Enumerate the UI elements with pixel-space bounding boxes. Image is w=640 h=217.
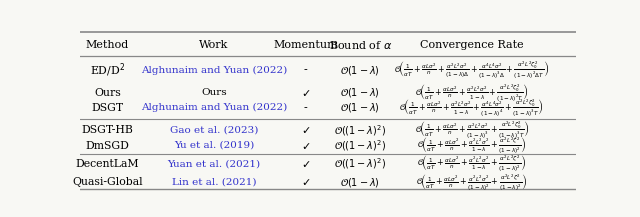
Text: $\mathcal{O}\!\left(\frac{1}{\alpha T}+\frac{\alpha L\sigma^2}{n}+\frac{\alpha^2: $\mathcal{O}\!\left(\frac{1}{\alpha T}+\… bbox=[394, 60, 549, 81]
Text: $\mathcal{O}((1-\lambda)^2)$: $\mathcal{O}((1-\lambda)^2)$ bbox=[334, 156, 387, 171]
Text: DSGT: DSGT bbox=[92, 103, 124, 113]
Text: $\checkmark$: $\checkmark$ bbox=[301, 159, 310, 169]
Text: DmSGD: DmSGD bbox=[85, 141, 129, 151]
Text: -: - bbox=[304, 103, 308, 113]
Text: Alghunaim and Yuan (2022): Alghunaim and Yuan (2022) bbox=[141, 103, 287, 112]
Text: $\mathcal{O}\!\left(\frac{1}{\alpha T}+\frac{\alpha L\sigma^2}{n}+\frac{\alpha^2: $\mathcal{O}\!\left(\frac{1}{\alpha T}+\… bbox=[417, 153, 527, 174]
Text: $\mathcal{O}\!\left(\frac{1}{\alpha T}+\frac{\alpha L\sigma^2}{n}+\frac{\alpha^2: $\mathcal{O}\!\left(\frac{1}{\alpha T}+\… bbox=[417, 172, 527, 193]
Text: $\mathcal{O}(1-\lambda)$: $\mathcal{O}(1-\lambda)$ bbox=[340, 64, 380, 77]
Text: Alghunaim and Yuan (2022): Alghunaim and Yuan (2022) bbox=[141, 66, 287, 75]
Text: Convergence Rate: Convergence Rate bbox=[420, 40, 524, 50]
Text: Bound of $\alpha$: Bound of $\alpha$ bbox=[328, 39, 392, 51]
Text: Momentum: Momentum bbox=[273, 40, 338, 50]
Text: DecentLaM: DecentLaM bbox=[76, 159, 139, 169]
Text: Yuan et al. (2021): Yuan et al. (2021) bbox=[167, 159, 260, 168]
Text: $\checkmark$: $\checkmark$ bbox=[301, 125, 310, 135]
Text: Gao et al. (2023): Gao et al. (2023) bbox=[170, 126, 258, 135]
Text: Yu et al. (2019): Yu et al. (2019) bbox=[174, 141, 254, 150]
Text: Quasi-Global: Quasi-Global bbox=[72, 177, 143, 187]
Text: Ours: Ours bbox=[201, 88, 227, 97]
Text: $\mathcal{O}((1-\lambda)^2)$: $\mathcal{O}((1-\lambda)^2)$ bbox=[334, 123, 387, 138]
Text: $\checkmark$: $\checkmark$ bbox=[301, 88, 310, 98]
Text: $\mathcal{O}\!\left(\frac{1}{\alpha T}+\frac{\alpha L\sigma^2}{n}+\frac{\alpha^2: $\mathcal{O}\!\left(\frac{1}{\alpha T}+\… bbox=[417, 135, 527, 156]
Text: Method: Method bbox=[86, 40, 129, 50]
Text: DSGT-HB: DSGT-HB bbox=[81, 125, 133, 135]
Text: Lin et al. (2021): Lin et al. (2021) bbox=[172, 178, 256, 187]
Text: $\mathcal{O}(1-\lambda)$: $\mathcal{O}(1-\lambda)$ bbox=[340, 176, 380, 189]
Text: Ours: Ours bbox=[94, 88, 121, 98]
Text: $\mathcal{O}\!\left(\frac{1}{\alpha T}+\frac{\alpha L\sigma^2}{n}+\frac{\alpha^2: $\mathcal{O}\!\left(\frac{1}{\alpha T}+\… bbox=[415, 120, 529, 141]
Text: $\mathcal{O}\!\left(\frac{1}{\alpha T}+\frac{\alpha L\sigma^2}{n}+\frac{\alpha^2: $\mathcal{O}\!\left(\frac{1}{\alpha T}+\… bbox=[399, 97, 544, 118]
Text: $\mathcal{O}\!\left(\frac{1}{\alpha T}+\frac{\alpha L\sigma^2}{n}+\frac{\alpha^2: $\mathcal{O}\!\left(\frac{1}{\alpha T}+\… bbox=[415, 82, 529, 104]
Text: $\checkmark$: $\checkmark$ bbox=[301, 177, 310, 187]
Text: ED/D$^2$: ED/D$^2$ bbox=[90, 61, 125, 79]
Text: $\mathcal{O}(1-\lambda)$: $\mathcal{O}(1-\lambda)$ bbox=[340, 101, 380, 114]
Text: $\mathcal{O}((1-\lambda)^2)$: $\mathcal{O}((1-\lambda)^2)$ bbox=[334, 138, 387, 153]
Text: Work: Work bbox=[199, 40, 228, 50]
Text: $\checkmark$: $\checkmark$ bbox=[301, 141, 310, 151]
Text: $\mathcal{O}(1-\lambda)$: $\mathcal{O}(1-\lambda)$ bbox=[340, 86, 380, 99]
Text: -: - bbox=[304, 65, 308, 75]
